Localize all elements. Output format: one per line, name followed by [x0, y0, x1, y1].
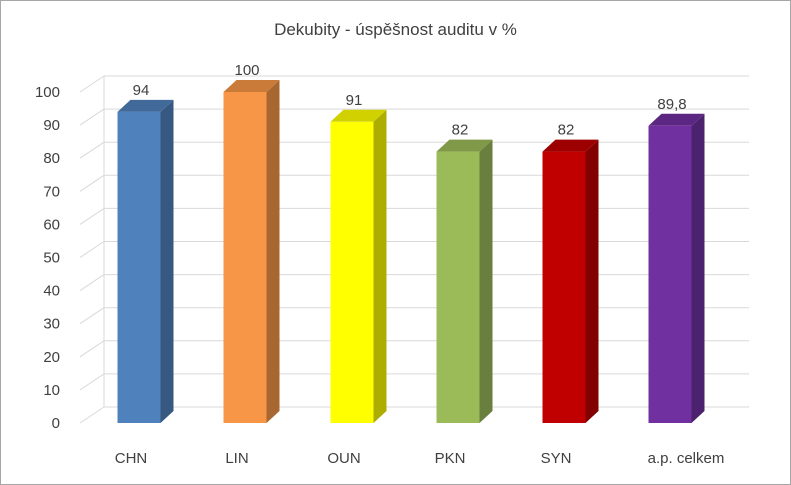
- gridline-depth: [79, 207, 105, 225]
- y-tick-label: 70: [43, 183, 60, 200]
- bar-side: [160, 99, 174, 424]
- bar-syn: 82: [542, 122, 599, 423]
- x-tick-label: a.p. celkem: [648, 450, 725, 467]
- x-tick-label: OUN: [327, 450, 360, 467]
- gridline-depth: [79, 174, 105, 192]
- bar-side: [691, 113, 705, 424]
- bar-top: [117, 99, 174, 112]
- x-tick-label: PKN: [435, 450, 466, 467]
- x-axis: CHN LIN OUN PKN SYN a.p. celkem: [115, 450, 725, 467]
- data-label: 89,8: [657, 96, 686, 113]
- bars: 94 100 91 82 82 89,8: [117, 62, 705, 424]
- gridline-depth: [79, 340, 105, 358]
- bar-front: [648, 125, 692, 424]
- data-label: 82: [558, 122, 575, 139]
- bar-front: [330, 121, 374, 423]
- gridlines: [79, 75, 749, 424]
- y-axis: 0 10 20 30 40 50 60 70 80 90 100: [35, 84, 60, 432]
- gridline-depth: [79, 307, 105, 325]
- chart-title: Dekubity - úspěšnost auditu v %: [274, 20, 517, 39]
- y-tick-label: 80: [43, 150, 60, 167]
- y-tick-label: 0: [52, 415, 60, 432]
- y-tick-label: 30: [43, 316, 60, 333]
- bar-front: [436, 151, 480, 423]
- data-label: 94: [133, 82, 150, 99]
- y-tick-label: 10: [43, 382, 60, 399]
- y-tick-label: 60: [43, 216, 60, 233]
- gridline-depth: [79, 141, 105, 159]
- y-tick-label: 90: [43, 117, 60, 134]
- y-tick-label: 40: [43, 283, 60, 300]
- y-tick-label: 100: [35, 84, 60, 101]
- bar-front: [117, 111, 161, 424]
- bar-top: [648, 113, 705, 126]
- bar-top: [223, 80, 280, 92]
- bar-chn: 94: [117, 82, 174, 424]
- y-tick-label: 50: [43, 250, 60, 267]
- data-label: 100: [234, 62, 259, 79]
- gridline-depth: [79, 108, 105, 126]
- data-label: 91: [346, 92, 363, 109]
- bar-oun: 91: [330, 92, 387, 423]
- bar-lin: 100: [223, 62, 280, 423]
- data-label: 82: [452, 122, 469, 139]
- bar-front: [223, 92, 267, 423]
- bar-pkn: 82: [436, 122, 493, 423]
- bar-side: [266, 80, 280, 423]
- bar-side: [373, 109, 387, 423]
- bar-top: [436, 139, 493, 152]
- bar-side: [585, 139, 599, 423]
- y-tick-label: 20: [43, 349, 60, 366]
- gridline-depth: [79, 274, 105, 292]
- bar-a-p-celkem: 89,8: [648, 96, 705, 424]
- x-tick-label: LIN: [225, 450, 248, 467]
- gridline-depth: [79, 241, 105, 258]
- bar-top: [542, 139, 599, 152]
- bar-front: [542, 151, 586, 423]
- bar-top: [330, 109, 387, 122]
- x-tick-label: CHN: [115, 450, 148, 467]
- x-tick-label: SYN: [541, 450, 572, 467]
- gridline-depth: [79, 75, 105, 93]
- gridline-depth: [79, 373, 105, 391]
- gridline-depth: [79, 406, 105, 424]
- bar-side: [479, 139, 493, 423]
